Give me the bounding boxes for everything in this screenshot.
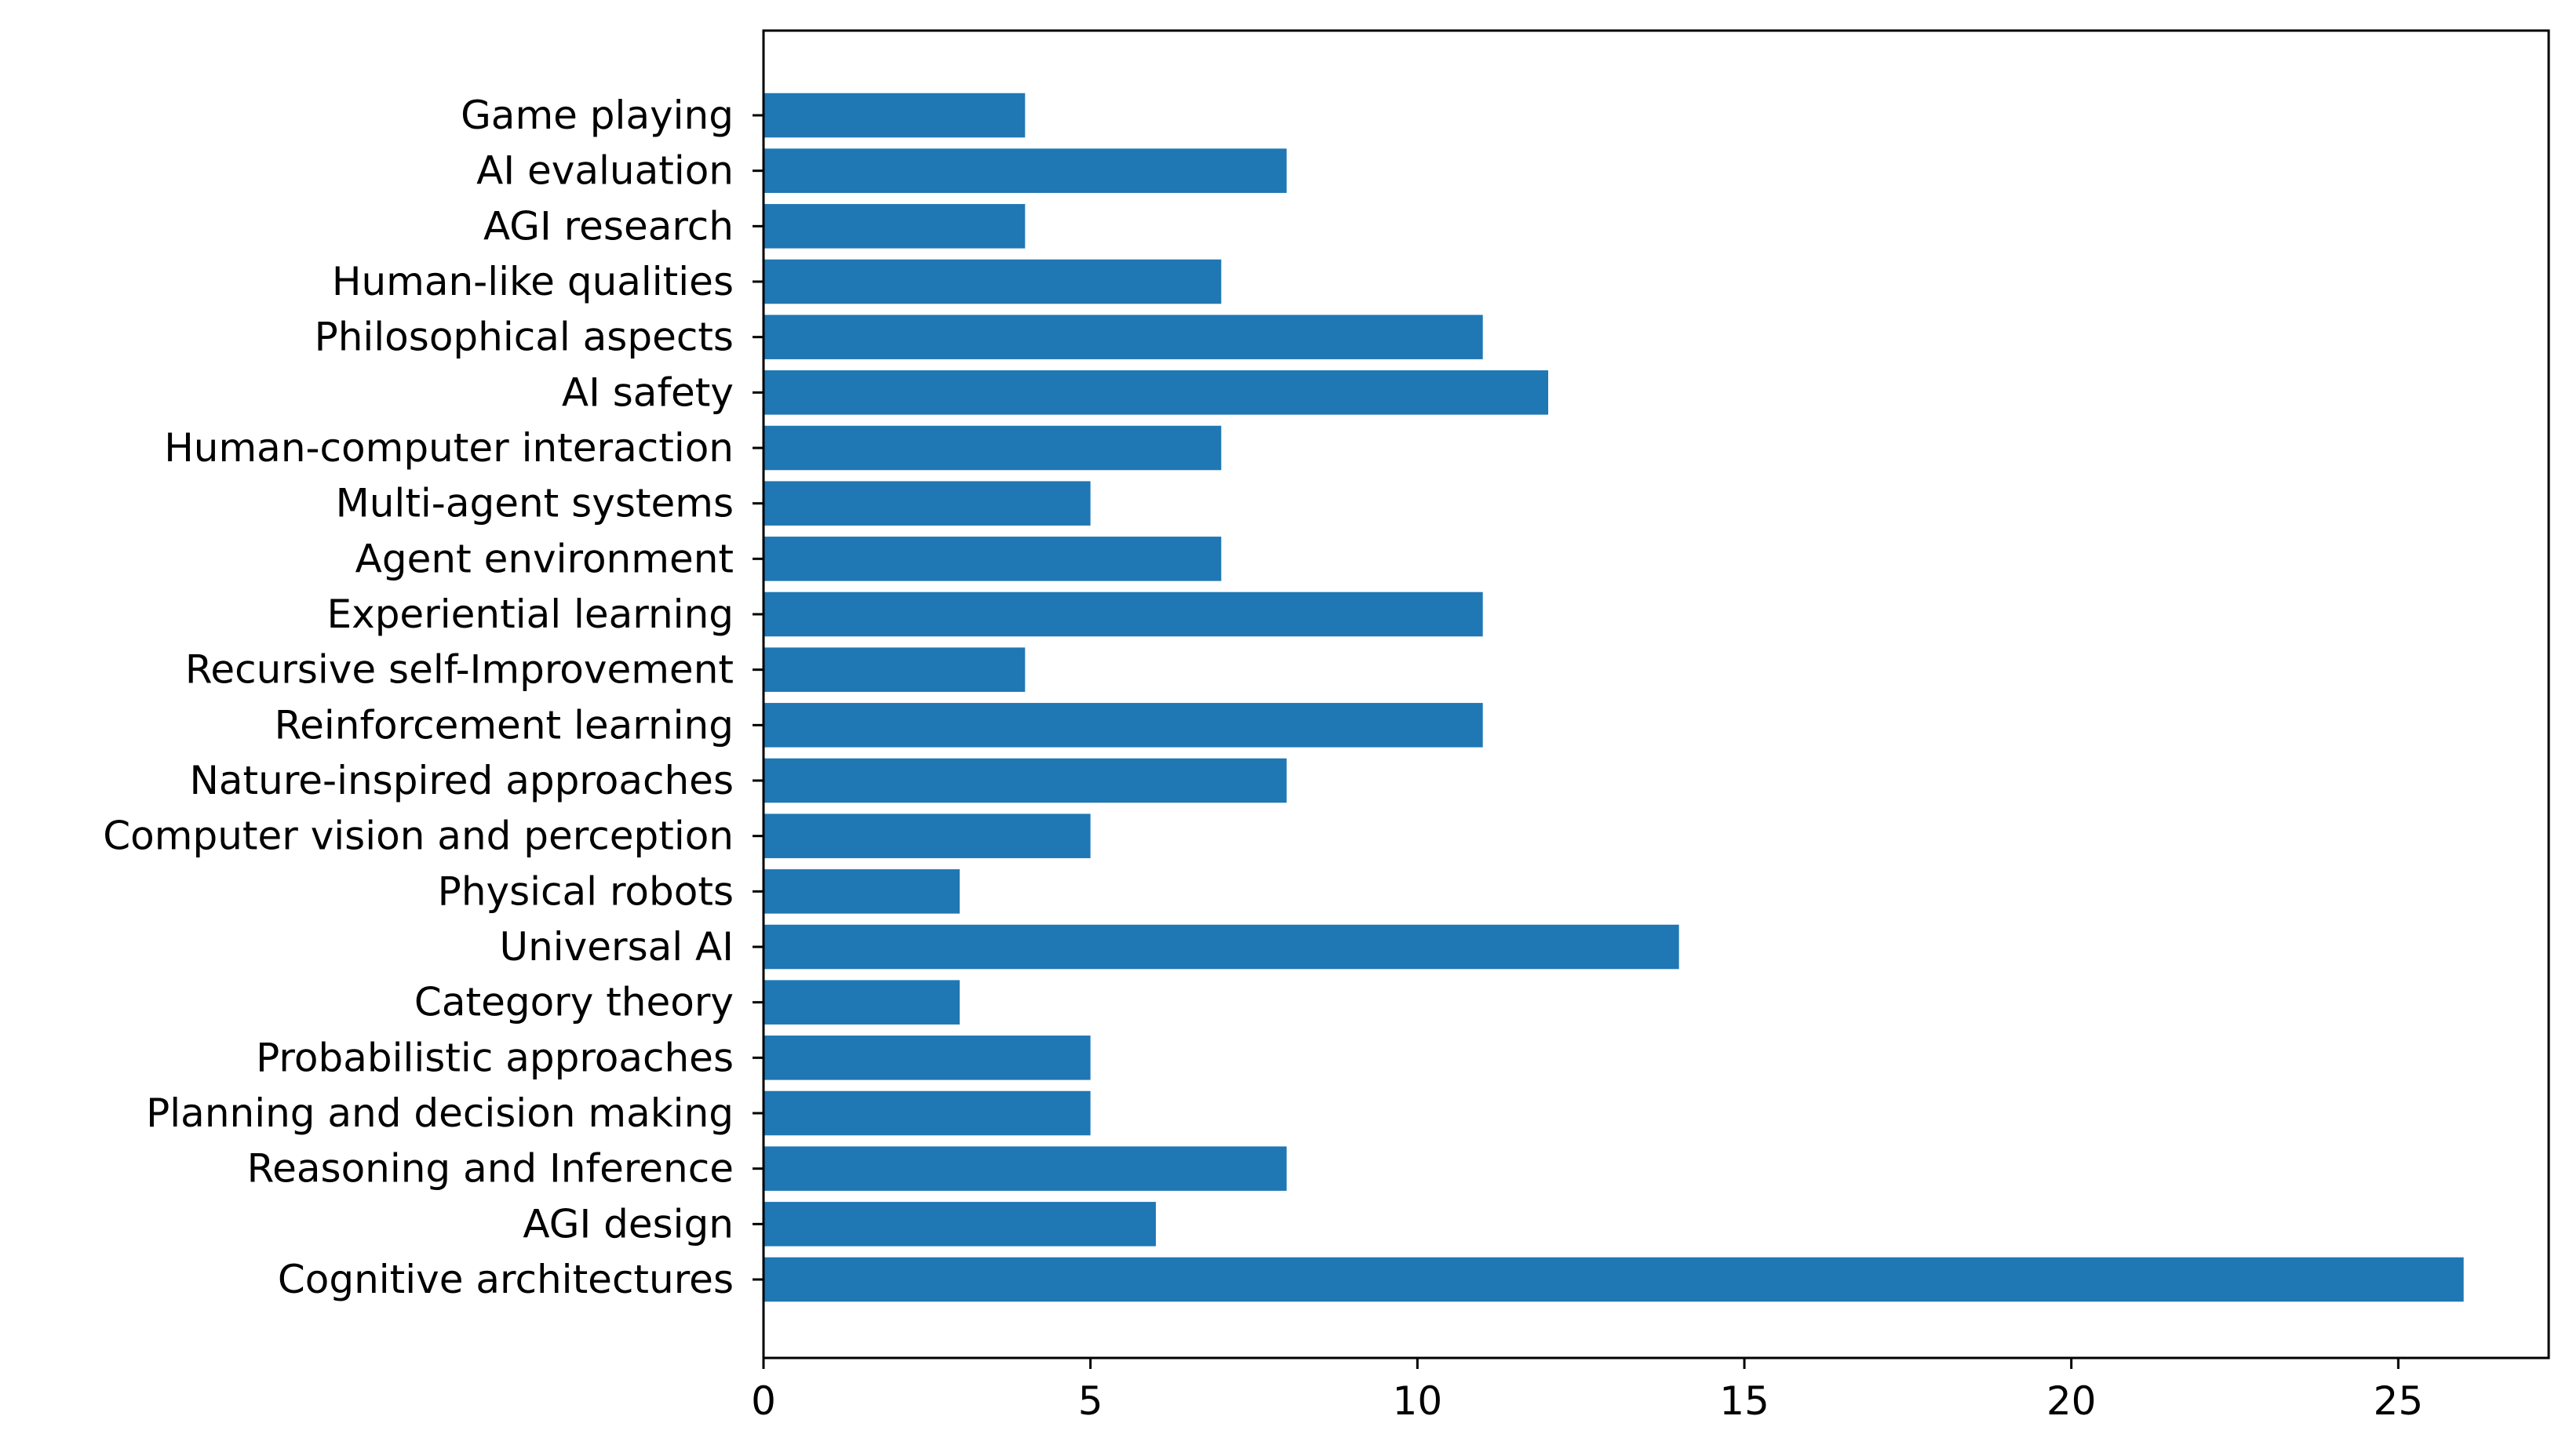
y-tick-label: Agent environment <box>355 536 734 581</box>
y-tick-label: AGI design <box>523 1201 734 1247</box>
x-tick-label: 20 <box>2046 1378 2097 1424</box>
x-tick-label: 5 <box>1078 1378 1103 1424</box>
y-tick-label: Physical robots <box>438 868 734 914</box>
plot-area-frame <box>762 29 2550 1360</box>
bar-physical-robots <box>764 869 960 914</box>
bar-category-theory <box>764 980 960 1025</box>
bar-human-computer-interaction <box>764 425 1222 471</box>
y-tick-label: AI safety <box>562 369 734 415</box>
y-tick-label: Reasoning and Inference <box>247 1146 734 1192</box>
y-tick-label: Probabilistic approaches <box>256 1035 734 1080</box>
bar-experiential-learning <box>764 592 1483 637</box>
x-tick-label: 0 <box>751 1378 776 1424</box>
bar-ai-safety <box>764 370 1548 415</box>
bar-recursive-self-improvement <box>764 647 1026 692</box>
bar-planning-and-decision-making <box>764 1090 1091 1136</box>
bar-agi-research <box>764 204 1026 249</box>
bar-human-like-qualities <box>764 259 1222 304</box>
bar-philosophical-aspects <box>764 315 1483 359</box>
bar-multi-agent-systems <box>764 481 1091 526</box>
bar-cognitive-architectures <box>764 1257 2464 1302</box>
bar-ai-evaluation <box>764 148 1287 193</box>
y-tick-label: Nature-inspired approaches <box>189 758 734 803</box>
bar-agent-environment <box>764 537 1222 581</box>
bar-universal-ai <box>764 924 1679 970</box>
y-tick-label: Planning and decision making <box>146 1090 734 1136</box>
y-tick-label: Category theory <box>414 980 734 1025</box>
bar-nature-inspired-approaches <box>764 758 1287 803</box>
y-tick-label: Computer vision and perception <box>103 814 734 859</box>
x-tick-label: 10 <box>1393 1378 1443 1424</box>
y-tick-label: Human-computer interaction <box>164 425 734 471</box>
y-tick-label: Recursive self-Improvement <box>185 647 734 693</box>
y-tick-label: AI evaluation <box>476 148 734 194</box>
y-tick-label: Experiential learning <box>327 592 734 637</box>
x-tick-label: 25 <box>2374 1378 2424 1424</box>
bars-group <box>764 93 2464 1302</box>
y-tick-label: Reinforcement learning <box>275 702 734 748</box>
bar-probabilistic-approaches <box>764 1036 1091 1080</box>
x-axis-ticks: 0 5 10 15 20 25 <box>751 1358 2423 1424</box>
y-axis-ticks: Cognitive architectures AGI design Reasoni… <box>103 93 764 1302</box>
bar-computer-vision-and-perception <box>764 814 1091 858</box>
y-tick-label: Multi-agent systems <box>336 481 734 526</box>
y-tick-label: Human-like qualities <box>332 259 734 304</box>
x-tick-label: 15 <box>1719 1378 1769 1424</box>
y-tick-label: Game playing <box>461 93 734 138</box>
bar-game-playing <box>764 93 1026 138</box>
y-tick-label: Cognitive architectures <box>278 1257 734 1302</box>
y-tick-label: Universal AI <box>499 924 734 970</box>
y-tick-label: AGI research <box>483 203 734 249</box>
bar-agi-design <box>764 1202 1156 1247</box>
bar-reasoning-and-inference <box>764 1146 1287 1191</box>
bar-reinforcement-learning <box>764 703 1483 748</box>
y-tick-label: Philosophical aspects <box>315 315 734 360</box>
